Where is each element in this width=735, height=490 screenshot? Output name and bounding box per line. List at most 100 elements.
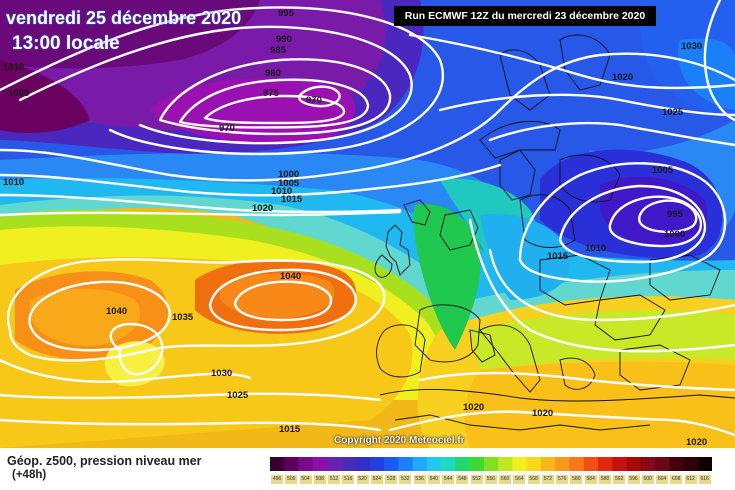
field-label: Géop. z500, pression niveau mer: [7, 454, 202, 468]
isobar-label: 1005: [278, 178, 300, 189]
color-scale-swatch: [312, 457, 328, 471]
isobar-label: 1030: [211, 368, 232, 379]
color-scale-swatch: [327, 457, 342, 471]
color-scale-swatch: [455, 457, 471, 471]
color-scale-tick-label: 584: [584, 475, 597, 484]
color-scale-swatch: [569, 457, 585, 471]
color-scale-tick-label: 580: [570, 475, 583, 484]
color-scale-swatch: [384, 457, 399, 471]
legend-bar: Géop. z500, pression niveau mer (+48h) 4…: [0, 448, 735, 490]
forecast-time: 13:00 locale: [12, 33, 120, 54]
isobar-label: 970: [306, 95, 322, 106]
color-scale-tick-label: 524: [370, 475, 383, 484]
color-scale-tick-label: 600: [641, 475, 654, 484]
isobar-label: 1030: [681, 41, 702, 52]
color-scale-swatch: [555, 457, 570, 471]
isobar-label: 990: [276, 34, 292, 45]
isobar-label: 970: [219, 123, 235, 134]
color-scale-swatch: [355, 457, 371, 471]
color-scale-swatch: [270, 457, 285, 471]
color-scale-tick-label: 544: [442, 475, 455, 484]
isobar-label: 1000: [278, 169, 299, 180]
color-scale-tick-label: 588: [598, 475, 611, 484]
color-scale-tick-label: 576: [556, 475, 569, 484]
color-scale-swatch: [398, 457, 414, 471]
isobar-label: 1020: [252, 203, 273, 214]
isobar-label: 995: [667, 209, 684, 220]
isobar-label: 1040: [280, 271, 301, 282]
color-scale-tick-label: 612: [684, 475, 697, 484]
color-scale-tick-label: 616: [698, 475, 711, 484]
isobar-label: 1020: [686, 437, 707, 448]
color-scale-tick-label: 592: [613, 475, 626, 484]
color-scale: [270, 457, 712, 471]
color-scale-tick-label: 564: [513, 475, 526, 484]
color-scale-swatch: [683, 457, 699, 471]
isobar-label: 1015: [547, 251, 569, 262]
color-scale-swatch: [640, 457, 656, 471]
color-scale-tick-label: 596: [627, 475, 640, 484]
isobar-label: 995: [278, 8, 295, 19]
isobar-label: 980: [265, 68, 281, 79]
isobar-label: 1010: [271, 186, 292, 197]
color-scale-tick-label: 528: [385, 475, 398, 484]
isobar-label: 1010: [3, 177, 24, 188]
color-scale-tick-label: 536: [413, 475, 426, 484]
color-scale-ticks: 496 500 504 508 512 516 520 524 528 532 536 540 544 5…: [270, 475, 712, 485]
copyright-notice: Copyright 2020 Meteociel.fr: [334, 435, 465, 446]
color-scale-tick-label: 556: [484, 475, 497, 484]
isobar-label: 1015: [279, 424, 301, 435]
color-scale-swatch: [412, 457, 428, 471]
color-scale-tick-label: 496: [271, 475, 283, 484]
color-scale-tick-label: 548: [456, 475, 469, 484]
color-scale-swatch: [626, 457, 642, 471]
color-scale-swatch: [298, 457, 314, 471]
color-scale-tick-label: 552: [470, 475, 483, 484]
lead-time: (+48h): [12, 469, 47, 481]
meteo-map: 1005 995 990 985 980 975 970 970 1010 10…: [0, 0, 735, 448]
color-scale-tick-label: 608: [670, 475, 683, 484]
color-scale-tick-label: 604: [656, 475, 668, 484]
color-scale-tick-label: 532: [399, 475, 412, 484]
color-scale-tick-label: 512: [328, 475, 340, 484]
color-scale-tick-label: 540: [427, 475, 440, 484]
color-scale-swatch: [540, 457, 556, 471]
color-scale-swatch: [669, 457, 684, 471]
isobar-label: 1000: [664, 229, 685, 240]
isobar-label: 1010: [3, 62, 24, 73]
color-scale-tick-label: 572: [541, 475, 554, 484]
isobar-label: 1035: [172, 312, 194, 323]
color-scale-swatch: [654, 457, 670, 471]
isobar-label: 1040: [106, 306, 127, 317]
color-scale-swatch: [469, 457, 485, 471]
color-scale-swatch: [597, 457, 613, 471]
color-scale-swatch: [526, 457, 542, 471]
color-scale-swatch: [583, 457, 599, 471]
color-scale-swatch: [512, 457, 528, 471]
isobar-label: 985: [270, 45, 287, 56]
color-scale-tick-label: 560: [499, 475, 512, 484]
isobar-label: 1005: [652, 165, 674, 176]
color-scale-swatch: [341, 457, 357, 471]
color-scale-tick-label: 516: [342, 475, 355, 484]
color-scale-swatch: [369, 457, 385, 471]
isobar-label: 1005: [8, 88, 30, 99]
color-scale-tick-label: 500: [285, 475, 298, 484]
color-scale-swatch: [612, 457, 627, 471]
isobar-label: 1010: [585, 243, 606, 254]
isobar-label: 1025: [227, 390, 249, 401]
color-scale-swatch: [697, 457, 712, 471]
isobar-label: 975: [263, 88, 280, 99]
color-scale-swatch: [284, 457, 300, 471]
color-scale-swatch: [483, 457, 499, 471]
color-scale-swatch: [498, 457, 513, 471]
forecast-date: vendredi 25 décembre 2020: [6, 8, 242, 28]
isobar-label: 1015: [281, 194, 303, 205]
color-scale-swatch: [426, 457, 442, 471]
isobar-label: 1020: [532, 408, 553, 419]
isobar-label: 1020: [612, 72, 633, 83]
isobar-label: 1020: [463, 402, 484, 413]
isobar-label: 1025: [662, 107, 684, 118]
color-scale-tick-label: 568: [527, 475, 540, 484]
